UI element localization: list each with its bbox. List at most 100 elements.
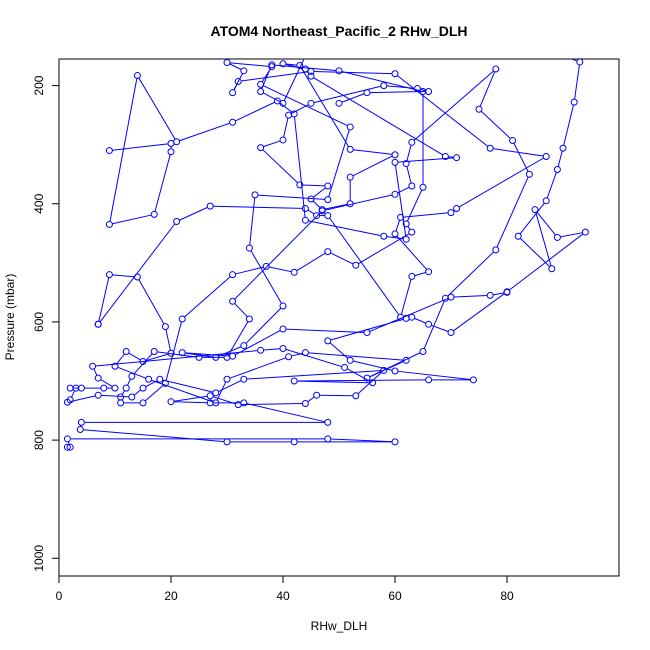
data-point: [492, 65, 500, 73]
series-segment: [109, 78, 138, 222]
data-point: [441, 152, 449, 160]
series-segment: [328, 129, 350, 197]
series-segment: [283, 117, 289, 138]
data-point: [553, 233, 561, 241]
data-point: [279, 325, 287, 333]
series-segment: [138, 77, 176, 140]
y-axis-label: Pressure (mbar): [3, 274, 17, 361]
series-segment: [283, 59, 305, 101]
data-point: [408, 313, 416, 321]
y-axis: 200 400 600 800 1000: [32, 75, 59, 572]
data-point: [76, 425, 84, 433]
series-group: [105, 60, 461, 243]
series-segment: [307, 396, 315, 403]
series-segment: [386, 236, 404, 240]
data-point: [257, 144, 265, 152]
series-segment: [300, 67, 350, 148]
series-segment: [285, 328, 365, 333]
series-segment: [116, 353, 125, 365]
data-point: [240, 67, 248, 75]
series-segment: [261, 68, 271, 83]
series-segment: [297, 379, 426, 382]
series-segment: [235, 330, 281, 356]
data-point: [576, 59, 584, 66]
data-point: [257, 80, 265, 88]
data-point: [290, 268, 298, 276]
series-segment: [403, 212, 449, 218]
data-point: [100, 384, 108, 392]
data-point: [391, 158, 399, 166]
data-point: [122, 347, 130, 355]
series-group: [94, 59, 533, 407]
data-point: [122, 384, 130, 392]
data-point: [380, 232, 388, 240]
data-point: [391, 230, 399, 238]
series-segment: [546, 172, 557, 199]
data-point: [307, 195, 315, 203]
series-segment: [185, 352, 213, 358]
series-segment: [312, 200, 321, 208]
series-segment: [173, 401, 208, 404]
series-segment: [313, 187, 326, 198]
series-segment: [285, 348, 342, 368]
series-segment: [98, 277, 110, 322]
data-point: [542, 152, 550, 160]
series-segment: [234, 212, 321, 300]
series-segment: [212, 396, 236, 405]
data-point: [503, 288, 511, 296]
y-tick-label: 200: [32, 75, 46, 95]
series-segment: [396, 235, 427, 270]
data-point: [223, 59, 231, 67]
series-segment: [241, 71, 309, 82]
data-point: [245, 315, 253, 323]
data-point: [133, 72, 141, 80]
series-segment: [397, 157, 454, 163]
data-point: [425, 268, 433, 276]
series-segment: [407, 226, 411, 230]
series-segment: [479, 71, 496, 107]
data-point: [63, 443, 71, 451]
data-point: [391, 151, 399, 159]
series-segment: [308, 220, 381, 237]
data-point: [447, 209, 455, 217]
series-segment: [71, 390, 75, 398]
series-segment: [229, 357, 286, 379]
data-point: [380, 82, 388, 90]
series-segment: [249, 197, 256, 246]
series-segment: [395, 220, 401, 232]
series-segment: [179, 206, 208, 221]
data-point: [229, 271, 237, 279]
series-segment: [397, 75, 489, 147]
series-segment: [414, 272, 426, 277]
series-segment: [569, 59, 578, 62]
data-point: [363, 329, 371, 337]
series-segment: [228, 321, 249, 356]
series-segment: [235, 266, 264, 275]
data-point: [296, 61, 304, 69]
series-segment: [121, 390, 126, 395]
plot-frame: [58, 58, 620, 577]
data-point: [206, 392, 214, 400]
series-segment: [241, 403, 303, 406]
series-segment: [138, 279, 165, 325]
x-tick-label: 80: [500, 589, 514, 603]
data-point: [425, 87, 433, 95]
series-segment: [151, 379, 214, 403]
data-point: [257, 346, 265, 354]
data-point: [301, 204, 309, 212]
data-point: [531, 206, 539, 214]
data-point: [128, 393, 136, 401]
series-segment: [458, 157, 544, 208]
data-point: [419, 347, 427, 355]
data-point: [66, 396, 74, 404]
data-point: [397, 213, 405, 221]
data-point: [453, 204, 461, 212]
series-segment: [128, 352, 141, 361]
data-point: [128, 372, 136, 380]
series-segment: [574, 64, 580, 100]
data-point: [212, 389, 220, 397]
data-point: [318, 206, 326, 214]
data-point: [94, 391, 102, 399]
data-point: [111, 384, 119, 392]
data-point: [570, 98, 578, 106]
